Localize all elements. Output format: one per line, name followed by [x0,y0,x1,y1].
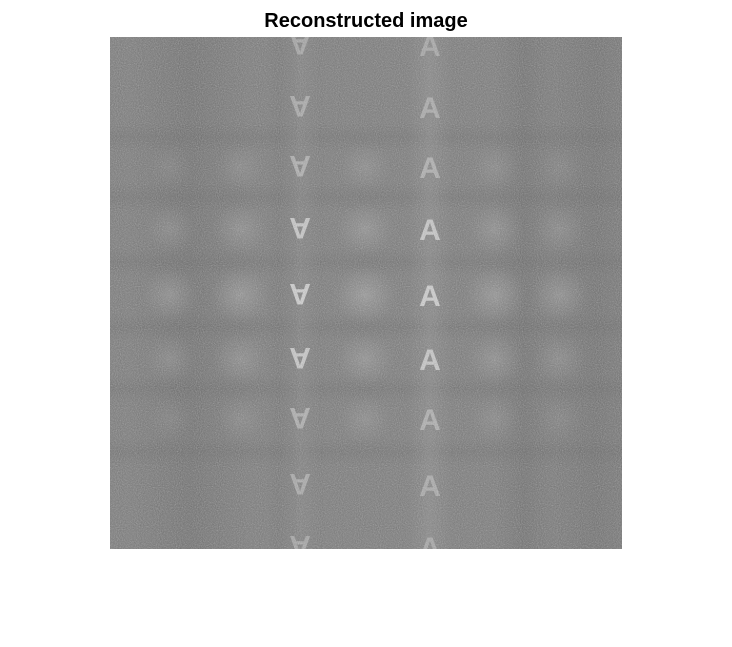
reconstructed-image: AAAAAAAAAAAAAAAAAA [110,37,622,549]
figure-title: Reconstructed image [264,10,468,32]
image-axes: AAAAAAAAAAAAAAAAAA [110,37,622,549]
noise-overlay [110,37,622,549]
